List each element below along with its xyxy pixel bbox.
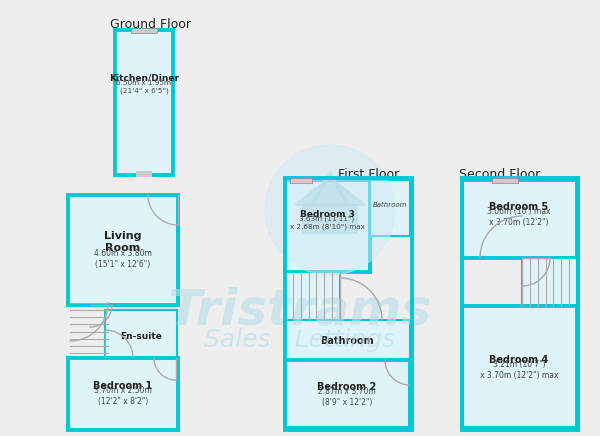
Text: 4.60m x 3.80m
(15'1" x 12'6"): 4.60m x 3.80m (15'1" x 12'6") <box>94 249 152 269</box>
Text: Bedroom 2: Bedroom 2 <box>317 382 377 392</box>
Circle shape <box>265 145 395 275</box>
Text: 6.50m x 1.95m
(21'4" x 6'5"): 6.50m x 1.95m (21'4" x 6'5") <box>116 80 172 94</box>
Bar <box>462 180 577 258</box>
Polygon shape <box>295 177 365 205</box>
Text: Ground Floor: Ground Floor <box>110 18 191 31</box>
Bar <box>492 178 518 183</box>
Bar <box>105 310 177 358</box>
Text: Bathroom: Bathroom <box>373 202 407 208</box>
Bar <box>522 258 577 306</box>
Polygon shape <box>303 205 357 233</box>
Text: Sales   Lettings: Sales Lettings <box>205 328 395 352</box>
Text: First Floor: First Floor <box>338 168 399 181</box>
Text: En-suite: En-suite <box>120 331 162 341</box>
Text: Bedroom 5: Bedroom 5 <box>490 202 548 212</box>
Bar <box>68 358 178 430</box>
Text: Second Floor: Second Floor <box>459 168 540 181</box>
Bar <box>68 195 178 305</box>
Text: Bedroom 3: Bedroom 3 <box>299 210 355 218</box>
Text: 3.63m (11'11")
x 2.68m (8'10") max: 3.63m (11'11") x 2.68m (8'10") max <box>290 216 364 231</box>
Bar <box>115 30 173 175</box>
Bar <box>136 171 152 177</box>
Text: Bedroom 4: Bedroom 4 <box>490 355 548 365</box>
Bar <box>285 360 410 428</box>
Text: 3.70m x 2.50m
(12'2" x 8'2"): 3.70m x 2.50m (12'2" x 8'2") <box>94 385 152 405</box>
Text: Living
Room: Living Room <box>104 231 142 253</box>
Text: 2.87m x 3.70m
(8'9" x 12'2"): 2.87m x 3.70m (8'9" x 12'2") <box>318 387 376 407</box>
Text: Bedroom 1: Bedroom 1 <box>94 381 152 391</box>
Bar <box>285 178 412 430</box>
Text: Bathroom: Bathroom <box>320 336 374 346</box>
Bar <box>462 178 578 430</box>
Text: Tristrams: Tristrams <box>168 286 432 334</box>
Bar <box>131 28 157 33</box>
Bar <box>285 320 410 360</box>
Bar <box>285 180 370 272</box>
Bar <box>290 178 312 183</box>
Bar <box>370 180 410 236</box>
Bar <box>285 272 340 320</box>
Text: Kitchen/Diner: Kitchen/Diner <box>109 74 179 82</box>
Text: 3.21m (10'7")
x 3.70m (12'2") max: 3.21m (10'7") x 3.70m (12'2") max <box>480 360 558 380</box>
Text: 3.06m (10') max
x 3.70m (12'2"): 3.06m (10') max x 3.70m (12'2") <box>487 207 551 227</box>
Bar <box>462 306 577 428</box>
